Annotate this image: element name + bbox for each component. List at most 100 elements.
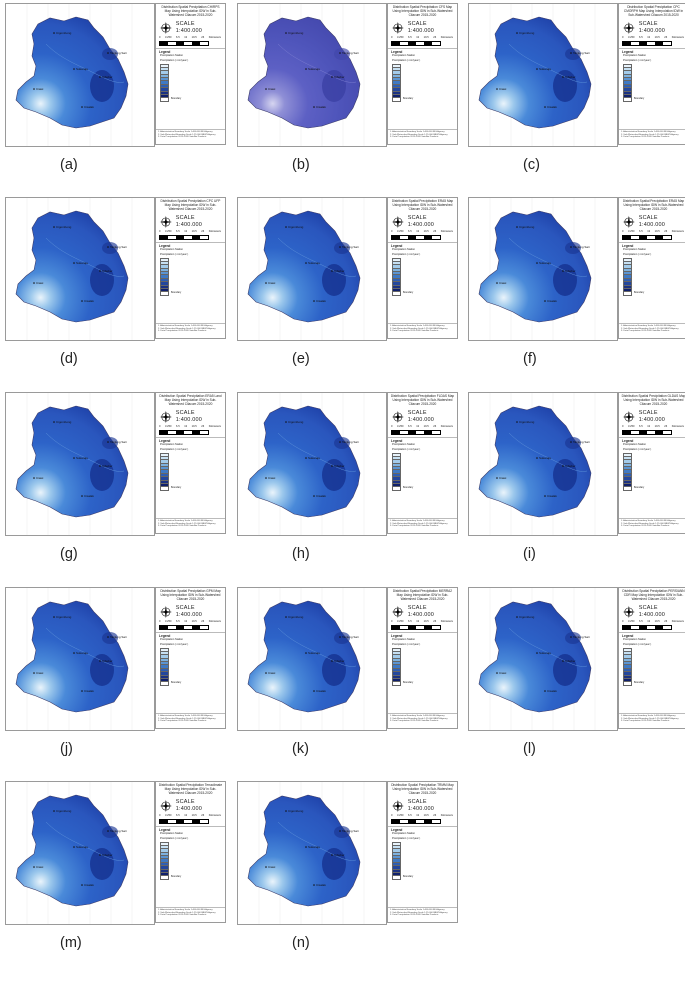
station-marker: [73, 457, 75, 459]
scale-tick-label: 0: [391, 619, 393, 623]
station-marker: [313, 495, 315, 497]
scale-tick-label: 6.5: [639, 424, 643, 428]
source-line: 2. Sub-Watershed Boundary Scale 1:25.000…: [390, 911, 448, 914]
legend-item: Boundary: [160, 486, 221, 492]
scale-tick-label: 26: [664, 424, 668, 428]
scale-tick-label: 13: [647, 619, 651, 623]
place-label: Cisalak: [547, 689, 557, 693]
scale-labels: 0 3.250 6.5 13 19.5 26 Kilometers: [159, 814, 221, 818]
place-label: Cibeber: [334, 659, 345, 663]
station-marker: [339, 636, 341, 638]
map-panel: Tanjung Sari Cigombong Sukaraja Cisalak Ciaw…: [5, 3, 226, 188]
station-marker: [107, 441, 109, 443]
scale-tick-label: 0: [622, 619, 624, 623]
high-precip-zone: [565, 48, 581, 60]
scale-labels: 0 3.250 6.5 13 19.5 26 Kilometers: [159, 620, 221, 624]
legend-swatch: [160, 97, 169, 103]
station-marker: [536, 457, 538, 459]
station-marker: [496, 477, 498, 479]
map-panel: Tanjung Sari Cigombong Sukaraja Cisalak Ciaw…: [5, 392, 226, 577]
station-marker: [331, 76, 333, 78]
legend-title: Legend: [619, 631, 685, 639]
map-frame: Tanjung Sari Cigombong Sukaraja Cisalak Ciaw…: [237, 392, 387, 536]
precipitation-map: Tanjung Sari Cigombong Sukaraja Cisalak Ciaw…: [478, 588, 596, 730]
source-line: 2. Sub-Watershed Boundary Scale 1:25.000…: [158, 717, 216, 720]
contour-line: [277, 43, 357, 83]
scale-tick-label: 26: [201, 35, 205, 39]
scale-tick-label: 6.5: [176, 229, 180, 233]
high-precip-zone: [553, 70, 577, 102]
map-panel: Tanjung Sari Cigombong Sukaraja Cisalak Ciaw…: [237, 587, 458, 772]
station-marker: [53, 421, 55, 423]
scale-tick-label: 6.5: [408, 813, 412, 817]
high-precip-zone: [90, 654, 114, 686]
source-line: 1. Administrative Boundary Scale 1:400.0…: [621, 715, 676, 717]
map-panel: Tanjung Sari Cigombong Sukaraja Cisalak Ciaw…: [237, 197, 458, 382]
scale-tick-label: 19.5: [654, 619, 660, 623]
station-marker: [81, 884, 83, 886]
watershed-area: [247, 16, 361, 129]
scale-tick-label: 3.250: [628, 229, 635, 233]
legend-station: Precipitation Station: [392, 443, 416, 447]
source-line: 3. Data Precipitation 2015-2020 Satellit…: [390, 330, 439, 333]
high-precip-zone: [90, 848, 114, 880]
station-marker: [81, 300, 83, 302]
scale-tick-label: 0: [159, 229, 161, 233]
map-panel: Tanjung Sari Cigombong Sukaraja Cisalak Ciaw…: [5, 197, 226, 382]
contour-line: [508, 432, 588, 472]
panel-label: (c): [523, 157, 540, 173]
legend-swatches: Boundary: [388, 841, 457, 881]
station-marker: [99, 76, 101, 78]
scale-text: SCALE 1:400.000: [407, 799, 435, 812]
contour-line: [508, 627, 588, 667]
station-marker: [33, 88, 35, 90]
legend-swatches: Boundary: [156, 257, 225, 297]
place-label: Sukaraja: [539, 456, 551, 460]
station-marker: [107, 830, 109, 832]
source-line: 2. Sub-Watershed Boundary Scale 1:25.000…: [390, 133, 448, 136]
place-label: Cibeber: [102, 853, 113, 857]
legend-item: Boundary: [623, 681, 684, 687]
contour-line: [277, 627, 357, 667]
station-marker: [536, 652, 538, 654]
panel-label: (l): [523, 741, 536, 757]
scale-row: SCALE 1:400.000: [156, 603, 225, 621]
map-title: Distribution Spatial Precipitation CFS M…: [392, 5, 453, 17]
legend-station: Precipitation Station: [623, 443, 647, 447]
legend-item: Boundary: [392, 681, 453, 687]
source-notes: 1. Administrative Boundary Scale 1:400.0…: [156, 323, 225, 338]
map-frame: Tanjung Sari Cigombong Sukaraja Cisalak Ciaw…: [237, 587, 387, 731]
scale-tick-label: 19.5: [423, 619, 429, 623]
map-title: Distribution Spatial Precipitation ERA5 …: [622, 199, 685, 211]
panel-label: (k): [292, 741, 309, 757]
station-marker: [99, 270, 101, 272]
map-panel: Tanjung Sari Cigombong Sukaraja Cisalak Ciaw…: [468, 392, 685, 577]
source-line: 3. Data Precipitation 2015-2020 Satellit…: [621, 525, 670, 528]
source-line: 2. Sub-Watershed Boundary Scale 1:25.000…: [158, 911, 216, 914]
legend-precip-title: Precipitation ( mm/year ): [392, 253, 421, 257]
place-label: Cisalak: [84, 494, 94, 498]
map-frame: Tanjung Sari Cigombong Sukaraja Cisalak Ciaw…: [468, 392, 618, 536]
source-line: 1. Administrative Boundary Scale 1:400.0…: [158, 131, 213, 133]
legend-boundary-label: Boundary: [403, 486, 414, 490]
station-marker: [33, 477, 35, 479]
precipitation-map: Tanjung Sari Cigombong Sukaraja Cisalak Ciaw…: [15, 4, 133, 146]
scale-bar: [159, 818, 209, 824]
source-line: 1. Administrative Boundary Scale 1:400.0…: [390, 131, 445, 133]
legend-title: Legend: [619, 436, 685, 444]
scale-bar: [622, 429, 672, 435]
place-label: Sukaraja: [76, 651, 88, 655]
legend-boundary-label: Boundary: [634, 97, 645, 101]
scale-row: SCALE 1:400.000: [388, 213, 457, 231]
scale-tick-label: 6.5: [408, 424, 412, 428]
map-title: Distribution Spatial Precipitation GLDAS…: [621, 394, 685, 406]
legend-swatch: [160, 486, 169, 492]
legend-station: Precipitation Station: [392, 638, 416, 642]
compass-icon: [622, 605, 636, 618]
station-marker: [107, 636, 109, 638]
scale-bar: [622, 624, 672, 630]
legend-boundary-label: Boundary: [403, 875, 414, 879]
scale-bar: [622, 234, 672, 240]
scale-tick-label: 19.5: [654, 424, 660, 428]
high-precip-zone: [334, 437, 350, 449]
